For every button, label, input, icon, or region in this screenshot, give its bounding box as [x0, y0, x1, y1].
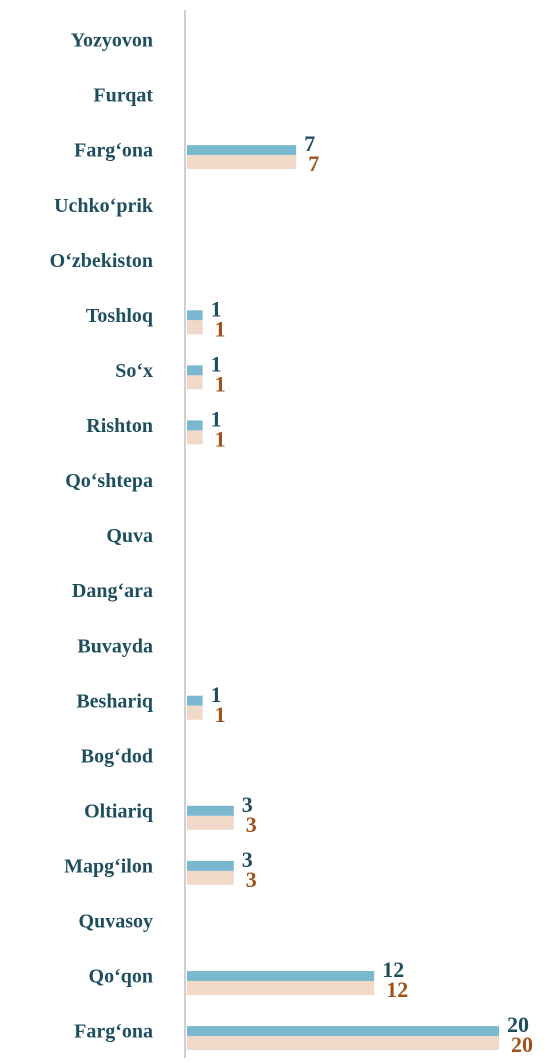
- category-label: Bog‘dod: [81, 745, 153, 767]
- value-label: 3: [242, 847, 253, 872]
- category-label: Yozyovon: [71, 30, 153, 52]
- value-label: 1: [211, 296, 222, 321]
- bar: [187, 375, 203, 390]
- category-label: Farg‘ona: [74, 1021, 153, 1043]
- category-label: Quva: [106, 525, 153, 547]
- category-label: Farg‘ona: [74, 140, 153, 162]
- value-label: 1: [215, 371, 226, 396]
- bar: [187, 430, 203, 445]
- value-label: 3: [246, 867, 257, 892]
- value-label: 1: [215, 702, 226, 727]
- bar: [187, 155, 297, 170]
- category-label: Buvayda: [77, 635, 153, 657]
- value-label: 1: [215, 316, 226, 341]
- bar: [187, 860, 234, 871]
- value-label: 1: [211, 406, 222, 431]
- value-label: 7: [304, 131, 315, 156]
- category-label: Beshariq: [76, 690, 153, 712]
- bar: [187, 365, 203, 376]
- category-label: Oltiariq: [84, 800, 153, 822]
- bar: [187, 805, 234, 816]
- value-label: 12: [386, 977, 408, 1002]
- category-label: Quvasoy: [79, 911, 153, 933]
- value-label: 7: [308, 151, 319, 176]
- value-label: 3: [242, 792, 253, 817]
- category-label: Furqat: [93, 85, 153, 107]
- category-label: So‘x: [115, 360, 153, 382]
- value-label: 1: [211, 351, 222, 376]
- value-label: 1: [215, 426, 226, 451]
- bar: [187, 815, 234, 830]
- value-label: 1: [211, 682, 222, 707]
- bar: [187, 1026, 499, 1037]
- bar: [187, 870, 234, 885]
- bar: [187, 981, 375, 996]
- bar: [187, 705, 203, 720]
- category-label: Qo‘qon: [89, 966, 153, 988]
- value-label: 20: [511, 1032, 533, 1057]
- value-label: 20: [507, 1012, 529, 1037]
- category-label: Uchko‘prik: [54, 195, 154, 217]
- category-label: Mapg‘ilon: [64, 855, 153, 877]
- category-label: Rishton: [86, 415, 153, 437]
- category-label: Qo‘shtepa: [65, 470, 153, 492]
- bar: [187, 320, 203, 335]
- bar: [187, 695, 203, 706]
- bar: [187, 420, 203, 431]
- category-label: O‘zbekiston: [50, 250, 153, 272]
- value-label: 12: [382, 957, 404, 982]
- bar: [187, 145, 297, 156]
- bar: [187, 310, 203, 321]
- category-label: Toshloq: [86, 305, 153, 327]
- bar: [187, 1036, 499, 1051]
- bar: [187, 971, 375, 982]
- value-label: 3: [246, 812, 257, 837]
- category-label: Dang‘ara: [72, 580, 153, 602]
